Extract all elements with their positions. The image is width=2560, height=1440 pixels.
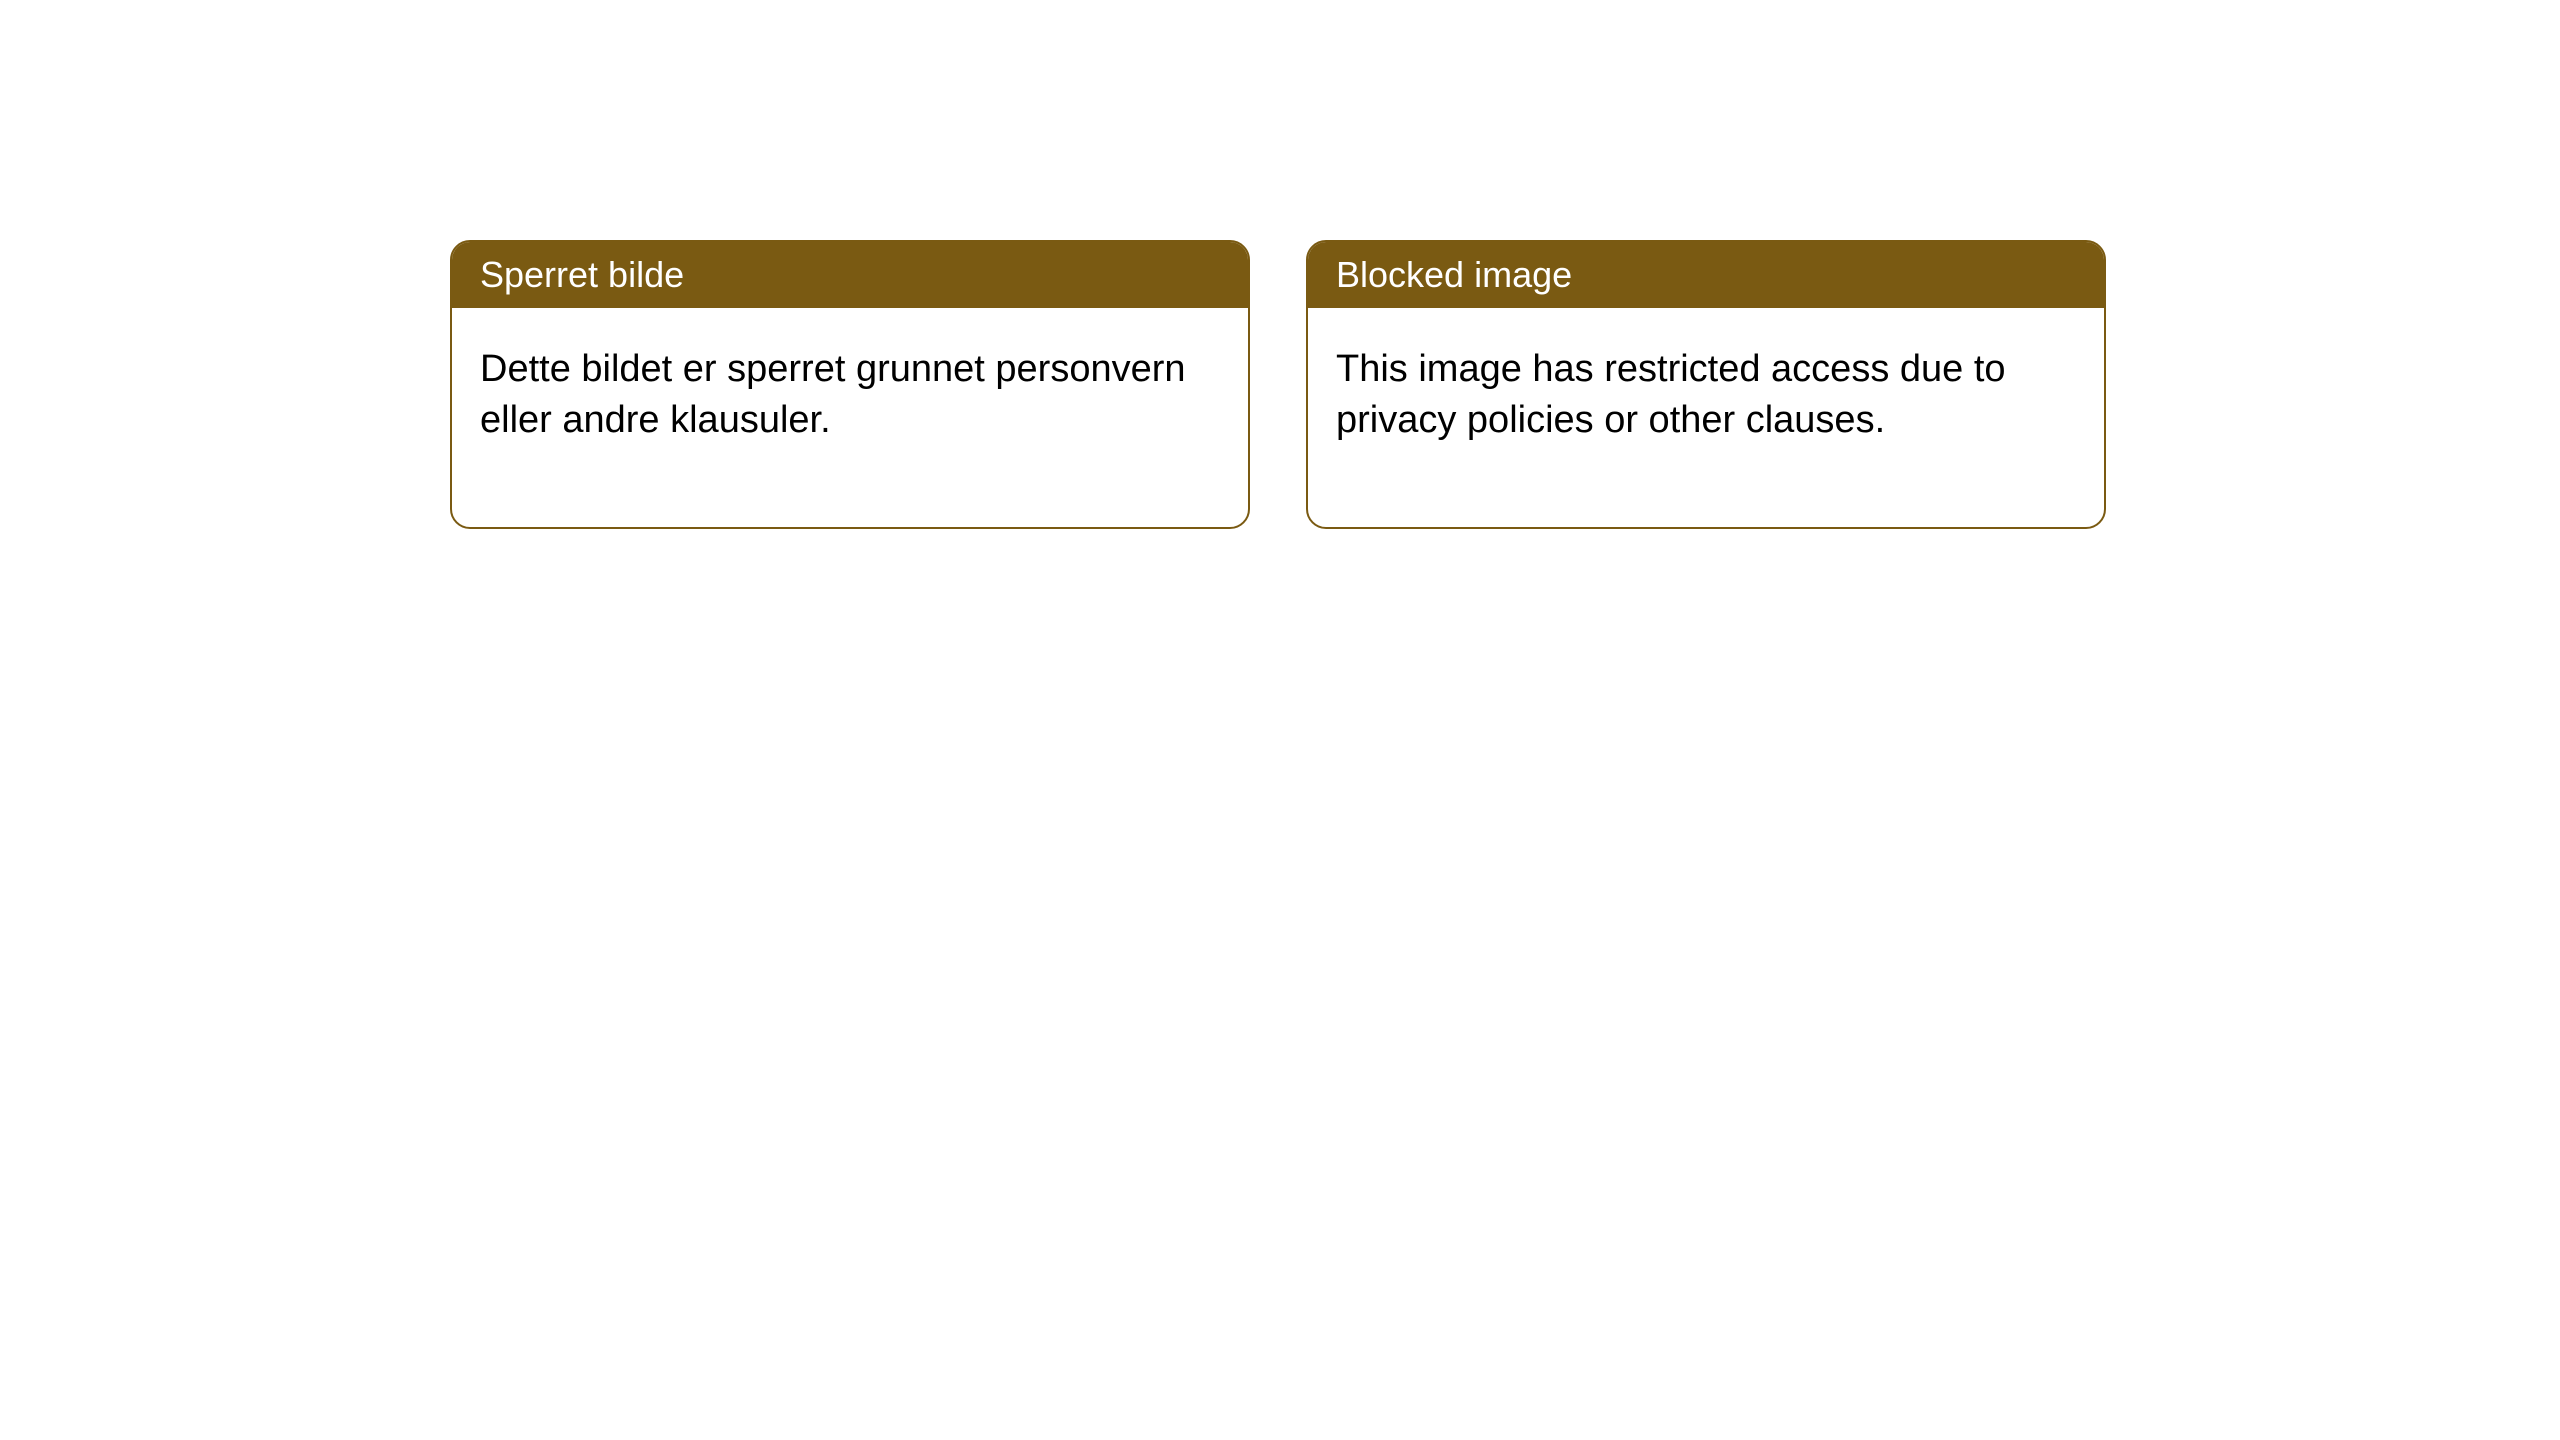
notice-body-norwegian: Dette bildet er sperret grunnet personve… <box>452 308 1248 527</box>
notice-container: Sperret bilde Dette bildet er sperret gr… <box>0 0 2560 529</box>
notice-box-english: Blocked image This image has restricted … <box>1306 240 2106 529</box>
notice-box-norwegian: Sperret bilde Dette bildet er sperret gr… <box>450 240 1250 529</box>
notice-header-norwegian: Sperret bilde <box>452 242 1248 308</box>
notice-body-english: This image has restricted access due to … <box>1308 308 2104 527</box>
notice-header-english: Blocked image <box>1308 242 2104 308</box>
